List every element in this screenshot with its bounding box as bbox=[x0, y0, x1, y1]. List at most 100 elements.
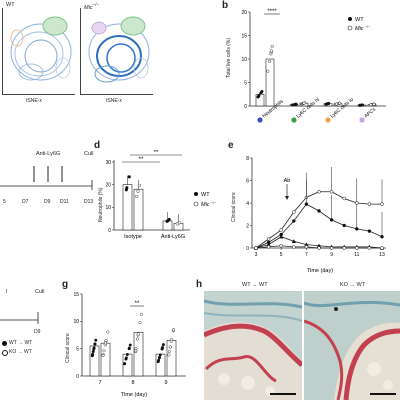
b-legend-wt: WT bbox=[355, 17, 364, 23]
g-xtick-label-1: 8 bbox=[131, 380, 134, 386]
h-title-ko: KO → WT bbox=[340, 282, 366, 288]
a-xlabel-wt: tSNE-x bbox=[26, 98, 42, 104]
d-letter: d bbox=[94, 140, 101, 151]
g-point-1-0-8 bbox=[123, 362, 127, 366]
e-point-1-7 bbox=[342, 223, 346, 228]
e-point-1-8 bbox=[355, 227, 359, 231]
e-point-1-10 bbox=[380, 235, 384, 239]
d-point-0-0-2 bbox=[127, 175, 131, 179]
b-point-1-1-6 bbox=[302, 101, 306, 105]
e-xtick-label-2: 7 bbox=[305, 252, 308, 258]
d-point-0-1-2 bbox=[137, 183, 142, 188]
d-ytick-label-2: 20 bbox=[106, 182, 111, 188]
d-legend-mic-sup: −/− bbox=[211, 201, 216, 205]
g-point-1-1-8 bbox=[134, 349, 138, 353]
e-series-line-0 bbox=[255, 191, 382, 249]
b-ylabel: Total live cells (%) bbox=[226, 37, 232, 78]
b-legend-wt-marker bbox=[348, 17, 352, 21]
e-point-3-9 bbox=[367, 246, 372, 250]
d-ylabel: Neutrophils (%) bbox=[98, 187, 104, 222]
e-letter: e bbox=[228, 140, 234, 151]
d-legend-mic: Mic bbox=[201, 202, 210, 208]
e-chart: 0 2 4 6 8 3 5 7 9 11 13 Ab Time (day) bbox=[246, 156, 386, 274]
g-point-2-0-8 bbox=[158, 353, 162, 357]
g-letter: g bbox=[62, 279, 69, 290]
g-xtick-label-2: 9 bbox=[164, 380, 167, 386]
e-xlabel: Time (day) bbox=[307, 268, 333, 274]
e-ab: Ab bbox=[284, 178, 291, 184]
d-group-0: Isotype bbox=[124, 234, 142, 240]
e-point-0-10 bbox=[380, 202, 384, 206]
c-day-3: D11 bbox=[60, 199, 69, 205]
b-point-1-0-6 bbox=[294, 102, 298, 106]
g-ytick-label-3: 15 bbox=[74, 292, 79, 298]
e-xtick-label-4: 11 bbox=[354, 252, 359, 258]
g-point-0-1-3 bbox=[102, 349, 106, 353]
e-point-3-3 bbox=[292, 245, 296, 249]
d-ytick-label-0: 0 bbox=[108, 228, 111, 234]
e-point-1-6 bbox=[329, 218, 334, 222]
e-xtick-label-5: 13 bbox=[379, 252, 385, 258]
f-legend2: KO → WT bbox=[9, 349, 32, 355]
b-point-2-1-5 bbox=[338, 101, 342, 105]
h-letter: h bbox=[196, 279, 203, 290]
g-point-2-1-4 bbox=[167, 353, 171, 357]
f-cull: Cull bbox=[35, 289, 45, 295]
b-cat-color-2 bbox=[325, 117, 331, 123]
f-legend2-marker bbox=[2, 350, 8, 356]
d-group-1: Anti-Ly6G bbox=[161, 234, 185, 240]
g-point-1-1-2 bbox=[136, 332, 140, 336]
d-sig2: ** bbox=[154, 150, 159, 156]
a-mic-label: Mic−/− bbox=[84, 2, 99, 11]
g-bar-1-1 bbox=[133, 331, 144, 377]
e-point-3-8 bbox=[355, 246, 359, 250]
d-sig1: ** bbox=[139, 157, 144, 163]
histology-wt-image bbox=[204, 291, 302, 400]
b-point-2-1-6 bbox=[334, 102, 338, 106]
tsne-mic-plot bbox=[80, 8, 153, 95]
d-point-1-0-2 bbox=[167, 217, 171, 222]
e-xtick-label-1: 5 bbox=[280, 252, 283, 258]
b-cat-color-0 bbox=[257, 117, 263, 123]
b-ytick-label-2: 10 bbox=[241, 57, 247, 63]
g-ytick-label-2: 10 bbox=[74, 319, 79, 325]
b-point-0-0-5 bbox=[259, 90, 263, 94]
b-cat-label-3: APCs bbox=[363, 106, 377, 119]
g-point-0-0-8 bbox=[93, 342, 97, 346]
e-ytick-label-1: 2 bbox=[246, 223, 249, 229]
b-letter: b bbox=[222, 0, 229, 11]
e-point-3-4 bbox=[304, 245, 309, 249]
g-point-2-0-6 bbox=[157, 358, 161, 362]
e-ytick-label-0: 0 bbox=[246, 246, 249, 252]
e-ytick-label-2: 4 bbox=[246, 201, 249, 207]
g-point-0-0-0 bbox=[91, 350, 95, 354]
e-point-2-3 bbox=[291, 239, 296, 243]
g-xtick-label-0: 7 bbox=[98, 380, 101, 386]
b-point-1-0-5 bbox=[291, 103, 295, 107]
g-point-2-1-6 bbox=[172, 328, 176, 332]
histology-ko-svg bbox=[304, 291, 400, 400]
d-bar-0-1 bbox=[133, 188, 144, 231]
f-day: D9 bbox=[34, 329, 41, 335]
c-treat: Anti-Ly6G bbox=[36, 151, 61, 157]
b-point-2-0-6 bbox=[327, 102, 331, 106]
e-ylabel: Clinical score bbox=[231, 192, 237, 222]
b-point-0-1-5 bbox=[270, 44, 274, 48]
b-legend-mic-sup: −/− bbox=[365, 25, 370, 29]
c-timeline bbox=[0, 166, 93, 190]
a-xlabel-mic: tSNE-x bbox=[106, 98, 122, 104]
f-timeline bbox=[0, 312, 39, 324]
g-ytick-label-0: 0 bbox=[76, 374, 79, 380]
b-cat-color-3 bbox=[359, 117, 365, 123]
g-ylabel: Clinical score bbox=[65, 333, 71, 363]
g-point-1-0-7 bbox=[127, 347, 131, 351]
tsne-wt-plot bbox=[2, 8, 75, 95]
c-day-4: D13 bbox=[84, 199, 94, 205]
g-point-2-0-7 bbox=[161, 343, 165, 347]
e-point-1-9 bbox=[367, 229, 372, 233]
g-xlabel: Time (day) bbox=[121, 392, 147, 398]
histology-wt-svg bbox=[204, 291, 302, 400]
g-point-2-0-5 bbox=[161, 346, 165, 350]
e-point-0-2 bbox=[279, 228, 283, 232]
g-point-1-1-4 bbox=[138, 321, 142, 325]
